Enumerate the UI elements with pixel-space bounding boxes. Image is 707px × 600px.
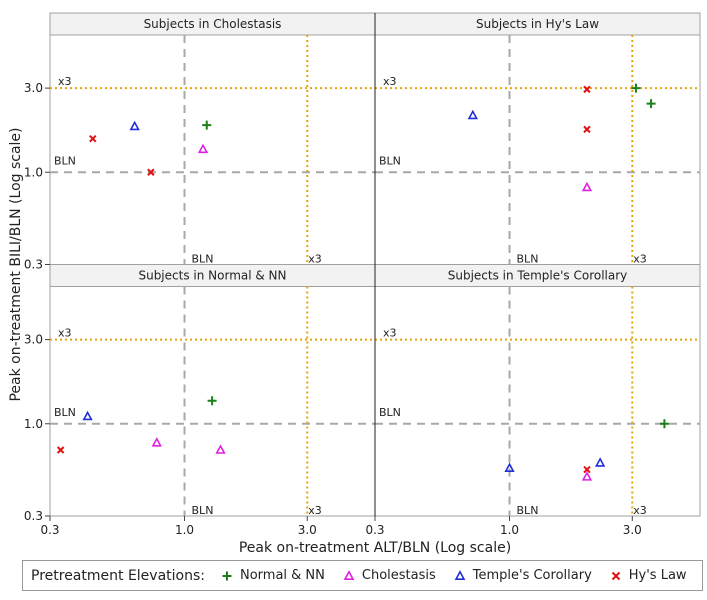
- legend-label-hyslaw: Hy's Law: [628, 568, 687, 583]
- legend: Pretreatment Elevations: Normal & NN Cho…: [22, 560, 703, 591]
- bln-label: BLN: [379, 154, 401, 167]
- data-point: [581, 471, 593, 481]
- x-tick-label: 0.3: [40, 523, 59, 537]
- x3-label: x3: [383, 327, 397, 340]
- data-point: [631, 83, 641, 93]
- data-point: [56, 446, 65, 454]
- triangle-marker-icon: [343, 569, 355, 580]
- data-point: [594, 457, 606, 467]
- bln-label: BLN: [517, 253, 539, 266]
- x3-label: x3: [308, 504, 322, 517]
- x-tick-label: 1.0: [175, 523, 194, 537]
- x3-label: x3: [633, 504, 647, 517]
- data-point: [583, 85, 591, 94]
- y-tick-label: 0.3: [24, 258, 43, 272]
- triangle-marker-icon: [454, 569, 466, 580]
- legend-item-temples: Temple's Corollary: [454, 568, 592, 583]
- panel-frame: [374, 264, 701, 517]
- panel-frame: [374, 12, 701, 265]
- data-point: [89, 134, 97, 143]
- x-axis-title: Peak on-treatment ALT/BLN (Log scale): [239, 540, 511, 556]
- panel-frame: [49, 264, 376, 517]
- data-point: [659, 419, 669, 429]
- data-point: [202, 120, 212, 130]
- bln-label: BLN: [192, 253, 214, 266]
- bln-label: BLN: [54, 406, 76, 419]
- legend-item-normal: Normal & NN: [221, 568, 325, 583]
- data-point: [504, 462, 515, 472]
- legend-item-hyslaw: Hy's Law: [610, 568, 687, 583]
- data-point: [147, 168, 155, 176]
- legend-label-temples: Temple's Corollary: [472, 568, 592, 583]
- data-point: [151, 437, 162, 447]
- y-axis-title: Peak on-treatment BILI/BLN (Log scale): [8, 127, 24, 401]
- x-tick-label: 3.0: [298, 523, 317, 537]
- legend-title: Pretreatment Elevations:: [31, 567, 205, 584]
- x3-label: x3: [633, 253, 647, 266]
- x3-label: x3: [383, 75, 397, 88]
- panel-title: Subjects in Normal & NN: [138, 269, 286, 283]
- data-point: [583, 465, 591, 474]
- data-point: [583, 125, 591, 134]
- data-point: [82, 410, 93, 421]
- x-tick-label: 1.0: [500, 523, 519, 537]
- legend-label-normal: Normal & NN: [239, 568, 325, 583]
- bln-label: BLN: [192, 504, 214, 517]
- data-point: [646, 99, 656, 109]
- chart-svg: Subjects in Cholestasis BLN x3 BLN x3 Subject…: [8, 12, 701, 556]
- y-tick-label: 1.0: [24, 417, 43, 431]
- x3-label: x3: [308, 253, 322, 266]
- data-point: [197, 143, 209, 154]
- x-tick-label: 0.3: [365, 523, 384, 537]
- panel-title: Subjects in Cholestasis: [144, 17, 282, 31]
- bln-label: BLN: [54, 154, 76, 167]
- bln-label: BLN: [379, 406, 401, 419]
- x3-label: x3: [58, 75, 72, 88]
- data-point: [129, 120, 140, 131]
- data-point: [207, 396, 217, 406]
- legend-label-cholestasis: Cholestasis: [361, 568, 436, 583]
- y-tick-label: 3.0: [24, 333, 43, 347]
- x-marker-icon: [611, 571, 620, 580]
- data-point: [467, 109, 478, 120]
- bln-label: BLN: [517, 504, 539, 517]
- data-point: [581, 181, 593, 192]
- y-tick-label: 1.0: [24, 165, 43, 179]
- x-tick-label: 3.0: [623, 523, 642, 537]
- y-tick-label: 0.3: [24, 509, 43, 523]
- data-point: [215, 444, 226, 454]
- y-tick-label: 3.0: [24, 81, 43, 95]
- legend-item-cholestasis: Cholestasis: [343, 568, 436, 583]
- panel-frame: [49, 12, 376, 265]
- panel-title: Subjects in Temple's Corollary: [448, 269, 628, 283]
- x3-label: x3: [58, 327, 72, 340]
- plus-marker-icon: [222, 571, 232, 580]
- panel-title: Subjects in Hy's Law: [476, 17, 599, 31]
